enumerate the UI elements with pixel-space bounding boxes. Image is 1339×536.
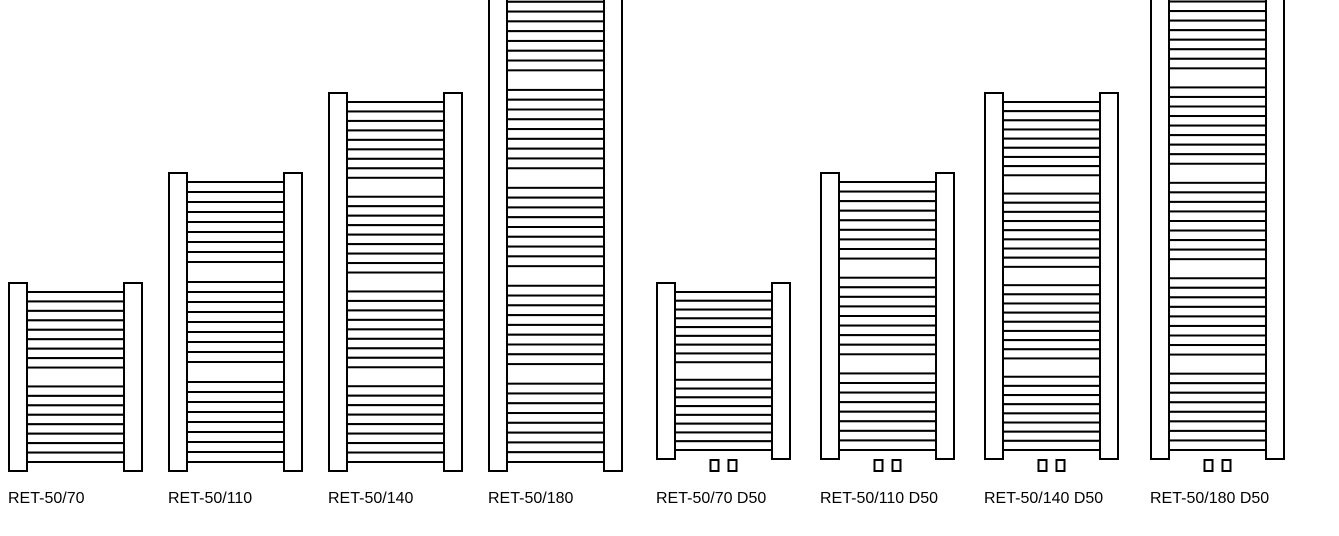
radiator-drawing	[984, 92, 1144, 472]
radiator-label: RET-50/140	[328, 490, 488, 508]
radiator-drawing	[8, 282, 168, 472]
radiator-label: RET-50/180 D50	[1150, 490, 1310, 508]
radiator-label: RET-50/70	[8, 490, 168, 508]
radiator-label: RET-50/110 D50	[820, 490, 980, 508]
radiator-ret-50-70-d50: RET-50/70 D50	[656, 282, 816, 508]
diagram-canvas: RET-50/70RET-50/110RET-50/140RET-50/180 R…	[0, 0, 1339, 536]
radiator-label: RET-50/140 D50	[984, 490, 1144, 508]
radiator-label: RET-50/180	[488, 490, 648, 508]
radiator-ret-50-140: RET-50/140	[328, 92, 488, 508]
radiator-label: RET-50/110	[168, 490, 328, 508]
radiator-drawing	[488, 0, 648, 472]
radiator-ret-50-70: RET-50/70	[8, 282, 168, 508]
radiator-drawing	[656, 282, 816, 472]
radiator-ret-50-110: RET-50/110	[168, 172, 328, 508]
radiator-ret-50-140-d50: RET-50/140 D50	[984, 92, 1144, 508]
radiator-ret-50-180-d50: RET-50/180 D50	[1150, 0, 1310, 508]
radiator-ret-50-180: RET-50/180	[488, 0, 648, 508]
radiator-drawing	[820, 172, 980, 472]
radiator-drawing	[1150, 0, 1310, 472]
radiator-label: RET-50/70 D50	[656, 490, 816, 508]
radiator-drawing	[328, 92, 488, 472]
radiator-drawing	[168, 172, 328, 472]
radiator-ret-50-110-d50: RET-50/110 D50	[820, 172, 980, 508]
